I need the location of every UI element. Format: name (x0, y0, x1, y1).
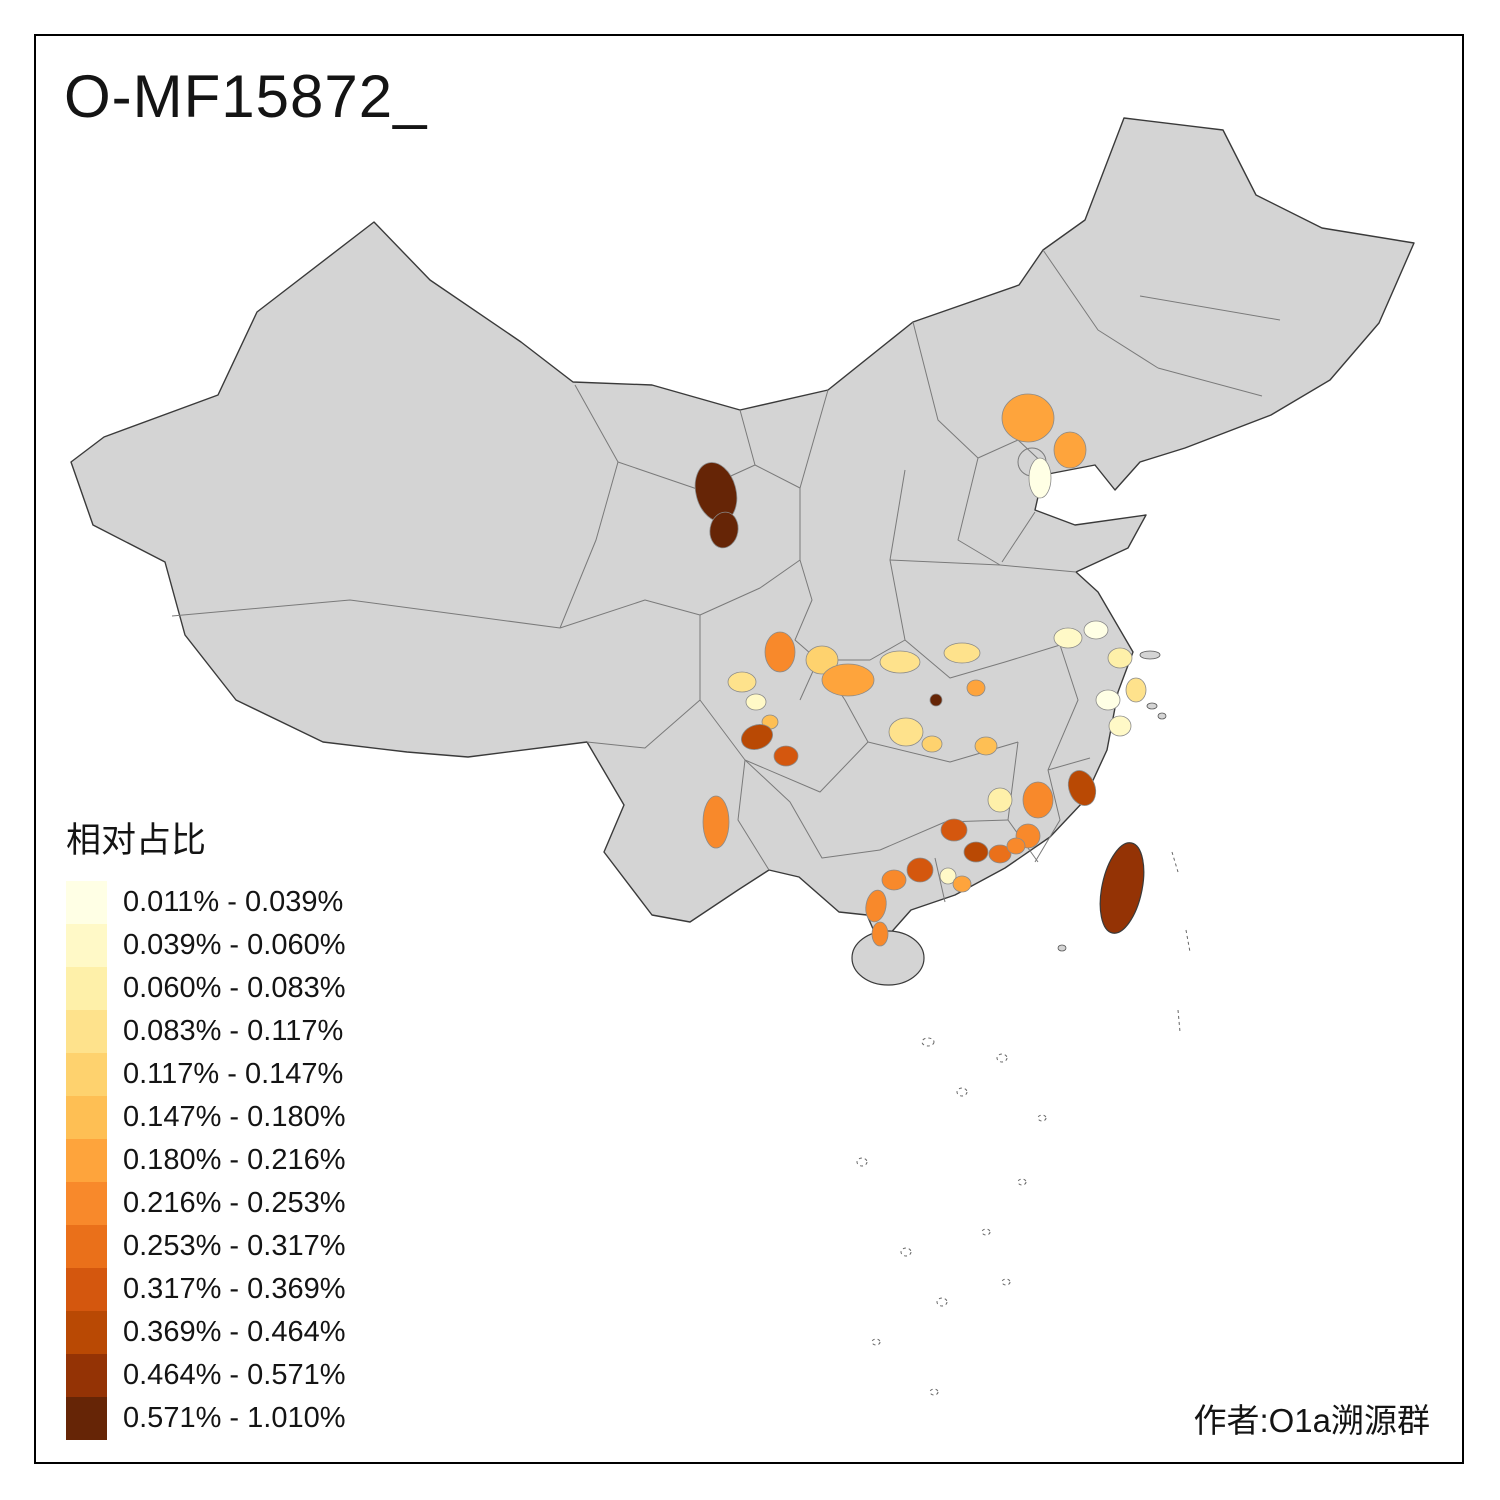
hainan-island (851, 930, 925, 986)
region-sichuan-northeast (821, 663, 875, 697)
region-jiangxi-north (974, 736, 998, 756)
region-ningxia-south (709, 511, 739, 549)
legend-row: 0.216% - 0.253% (66, 1182, 345, 1225)
legend-row: 0.464% - 0.571% (66, 1354, 345, 1397)
legend-label: 0.039% - 0.060% (123, 929, 346, 961)
region-henan-south-dot (966, 679, 986, 697)
region-guangxi-east (906, 857, 934, 883)
region-liaoning-west (1001, 393, 1055, 443)
legend-swatch (66, 1397, 107, 1440)
legend-swatch (66, 881, 107, 924)
region-fujian-north-dark (1067, 770, 1097, 806)
plot-frame (34, 34, 1464, 1464)
region-leizhou (871, 921, 889, 947)
legend-swatch (66, 1268, 107, 1311)
legend-label: 0.253% - 0.317% (123, 1230, 346, 1262)
legend-rows: 0.011% - 0.039% 0.039% - 0.060% 0.060% - 0… (66, 881, 345, 1440)
legend-row: 0.180% - 0.216% (66, 1139, 345, 1182)
legend: 相对占比 0.011% - 0.039% 0.039% - 0.060% 0.060… (66, 812, 345, 1440)
region-liaoning-central (1053, 431, 1087, 469)
legend-row: 0.083% - 0.117% (66, 1010, 345, 1053)
legend-row: 0.060% - 0.083% (66, 967, 345, 1010)
legend-row: 0.039% - 0.060% (66, 924, 345, 967)
south-china-sea-islands (856, 851, 1191, 1396)
page-title: O-MF15872_ (64, 63, 428, 130)
legend-row: 0.317% - 0.369% (66, 1268, 345, 1311)
choropleth-regions (694, 393, 1147, 947)
region-taiwan (1099, 842, 1145, 934)
legend-swatch (66, 1096, 107, 1139)
legend-label: 0.011% - 0.039% (123, 886, 344, 918)
legend-label: 0.180% - 0.216% (123, 1144, 346, 1176)
region-anhui-b (1083, 620, 1109, 640)
legend-swatch (66, 1311, 107, 1354)
region-guangxi-mid (881, 869, 907, 891)
legend-swatch (66, 1010, 107, 1053)
legend-swatch (66, 967, 107, 1010)
legend-row: 0.571% - 1.010% (66, 1397, 345, 1440)
region-hunan-south-a (940, 818, 968, 842)
region-hubei-east-pale (943, 642, 981, 664)
region-chengdu-dark (741, 724, 773, 750)
region-zhejiang-b (1108, 715, 1132, 737)
legend-label: 0.147% - 0.180% (123, 1101, 346, 1133)
region-guangxi-coast (865, 889, 887, 923)
legend-row: 0.117% - 0.147% (66, 1053, 345, 1096)
region-hubei-dark-dot (929, 693, 943, 707)
region-jiangxi-pale (987, 787, 1013, 813)
region-sichuan-pale-b (745, 693, 767, 711)
region-guangdong-northeast (1006, 837, 1026, 855)
legend-row: 0.253% - 0.317% (66, 1225, 345, 1268)
legend-swatch (66, 1182, 107, 1225)
region-beijing-tianjin (1028, 457, 1052, 499)
region-hubei-south-pale (888, 717, 924, 747)
legend-swatch (66, 1354, 107, 1397)
region-guangdong-pale (939, 867, 957, 885)
author-credit: 作者:O1a溯源群 (1193, 1402, 1430, 1439)
region-sichuan-pale-a (727, 671, 757, 693)
region-hubei-west-pale (879, 650, 921, 674)
legend-row: 0.147% - 0.180% (66, 1096, 345, 1139)
legend-label: 0.216% - 0.253% (123, 1187, 346, 1219)
legend-swatch (66, 1225, 107, 1268)
region-anhui-a (1053, 627, 1083, 649)
legend-row: 0.011% - 0.039% (66, 881, 345, 924)
region-jiangsu-a (1107, 647, 1133, 669)
region-shanghai (1125, 677, 1147, 703)
legend-label: 0.369% - 0.464% (123, 1316, 346, 1348)
region-shaanxi-south (764, 631, 796, 673)
region-hubei-south-b (921, 735, 943, 753)
legend-swatch (66, 924, 107, 967)
region-chongqing-dark (773, 745, 799, 767)
legend-label: 0.317% - 0.369% (123, 1273, 346, 1305)
legend-label: 0.117% - 0.147% (123, 1058, 344, 1090)
legend-label: 0.571% - 1.010% (123, 1402, 346, 1434)
region-zhejiang-a (1095, 689, 1121, 711)
legend-swatch (66, 1139, 107, 1182)
region-guangdong-north (988, 844, 1012, 864)
legend-row: 0.369% - 0.464% (66, 1311, 345, 1354)
region-guangdong-mid (952, 875, 972, 893)
legend-label: 0.083% - 0.117% (123, 1015, 344, 1047)
region-yunnan-central (702, 795, 730, 849)
region-shaanxi-east (805, 645, 839, 675)
region-hunan-south-b (963, 841, 989, 863)
region-jiangxi-east (1022, 781, 1054, 819)
legend-title: 相对占比 (66, 821, 207, 860)
legend-label: 0.060% - 0.083% (123, 972, 346, 1004)
coastal-islands (1057, 650, 1167, 952)
legend-label: 0.464% - 0.571% (123, 1359, 346, 1391)
legend-swatch (66, 1053, 107, 1096)
